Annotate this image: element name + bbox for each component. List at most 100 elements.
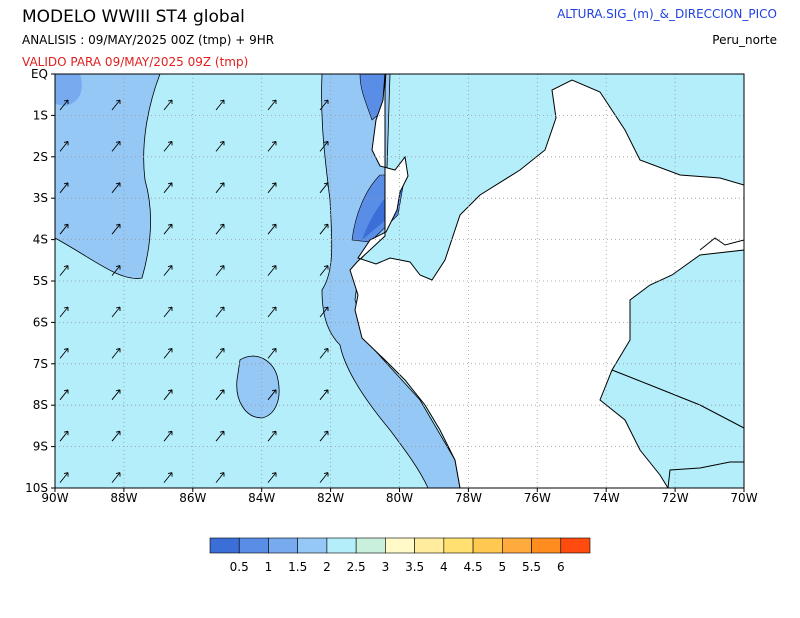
arrow xyxy=(319,389,329,401)
legend-label: 6 xyxy=(557,560,565,574)
arrow xyxy=(111,99,121,111)
arrow xyxy=(59,347,69,359)
color-legend: 0.5 1 1.5 2 2.5 3 3.5 4 4.5 5 5.5 6 xyxy=(209,537,591,574)
lat-label: 2S xyxy=(33,150,48,164)
arrow xyxy=(59,140,69,152)
arrow xyxy=(111,223,121,235)
legend-swatch xyxy=(531,537,562,554)
arrow xyxy=(163,223,173,235)
arrow xyxy=(215,347,225,359)
lat-label: EQ xyxy=(31,67,48,81)
arrow xyxy=(267,347,277,359)
arrow xyxy=(319,347,329,359)
arrow xyxy=(267,306,277,318)
legend-swatch xyxy=(209,537,240,554)
legend-swatch xyxy=(326,537,357,554)
legend-label: 3 xyxy=(382,560,390,574)
arrow xyxy=(111,389,121,401)
legend-label: 4 xyxy=(440,560,448,574)
arrow xyxy=(163,430,173,442)
arrow xyxy=(319,306,329,318)
arrow xyxy=(59,430,69,442)
lon-label: 72W xyxy=(662,491,689,505)
lat-label: 1S xyxy=(33,108,48,122)
legend-label: 2.5 xyxy=(347,560,366,574)
arrow xyxy=(163,265,173,276)
arrow xyxy=(59,182,69,194)
lon-label: 74W xyxy=(593,491,620,505)
arrow xyxy=(163,347,173,359)
arrow xyxy=(59,389,69,401)
region-label: Peru_norte xyxy=(712,33,777,47)
arrow xyxy=(59,223,69,235)
arrow xyxy=(319,99,329,111)
lon-label: 88W xyxy=(110,491,137,505)
legend-swatch xyxy=(355,537,386,554)
lon-label: 80W xyxy=(386,491,413,505)
legend-label: 5.5 xyxy=(522,560,541,574)
legend-swatch xyxy=(385,537,415,554)
arrow xyxy=(267,265,277,276)
legend-label: 2 xyxy=(323,560,331,574)
lon-label: 76W xyxy=(524,491,551,505)
legend-swatch xyxy=(238,537,269,554)
arrow xyxy=(163,389,173,401)
arrow xyxy=(215,389,225,401)
lat-label: 6S xyxy=(33,315,48,329)
lon-label: 90W xyxy=(41,491,68,505)
arrow xyxy=(111,472,121,483)
arrow xyxy=(215,140,225,152)
arrow xyxy=(319,472,329,483)
arrow xyxy=(111,140,121,152)
lat-label: 8S xyxy=(33,398,48,412)
arrow xyxy=(59,306,69,318)
arrow xyxy=(59,472,69,483)
arrow xyxy=(215,306,225,318)
lon-label: 78W xyxy=(455,491,482,505)
arrow xyxy=(215,472,225,483)
arrow xyxy=(215,223,225,235)
arrow xyxy=(163,99,173,111)
lon-label: 82W xyxy=(317,491,344,505)
lat-label: 4S xyxy=(33,233,48,247)
legend-swatch xyxy=(414,537,445,554)
legend-swatch xyxy=(502,537,532,554)
lon-label: 70W xyxy=(730,491,757,505)
arrow xyxy=(267,223,277,235)
arrow xyxy=(163,140,173,152)
analysis-line: ANALISIS : 09/MAY/2025 00Z (tmp) + 9HR xyxy=(22,33,274,47)
wave-zone xyxy=(236,355,280,419)
arrow xyxy=(319,265,329,276)
arrow xyxy=(111,306,121,318)
arrow xyxy=(267,182,277,194)
lat-label: 7S xyxy=(33,357,48,371)
arrow xyxy=(163,472,173,483)
arrow xyxy=(215,430,225,442)
arrow xyxy=(267,389,277,401)
lat-label: 10S xyxy=(25,481,48,495)
arrow xyxy=(111,182,121,194)
map-area xyxy=(54,73,745,489)
arrow xyxy=(267,99,277,111)
border xyxy=(667,461,744,489)
border xyxy=(699,237,745,251)
lon-label: 86W xyxy=(179,491,206,505)
legend-label: 4.5 xyxy=(464,560,483,574)
legend-swatch xyxy=(268,537,298,554)
legend-label: 0.5 xyxy=(230,560,249,574)
arrow xyxy=(267,472,277,483)
arrow xyxy=(163,306,173,318)
variable-label: ALTURA.SIG_(m)_&_DIRECCION_PICO xyxy=(557,7,777,21)
legend-swatch xyxy=(297,537,328,554)
arrow xyxy=(59,99,69,111)
arrow xyxy=(111,347,121,359)
arrow xyxy=(111,265,121,276)
arrow xyxy=(319,430,329,442)
valid-line: VALIDO PARA 09/MAY/2025 09Z (tmp) xyxy=(22,55,248,69)
wave-zone xyxy=(54,73,161,279)
arrow xyxy=(267,140,277,152)
legend-label: 3.5 xyxy=(405,560,424,574)
legend-label: 1 xyxy=(265,560,273,574)
